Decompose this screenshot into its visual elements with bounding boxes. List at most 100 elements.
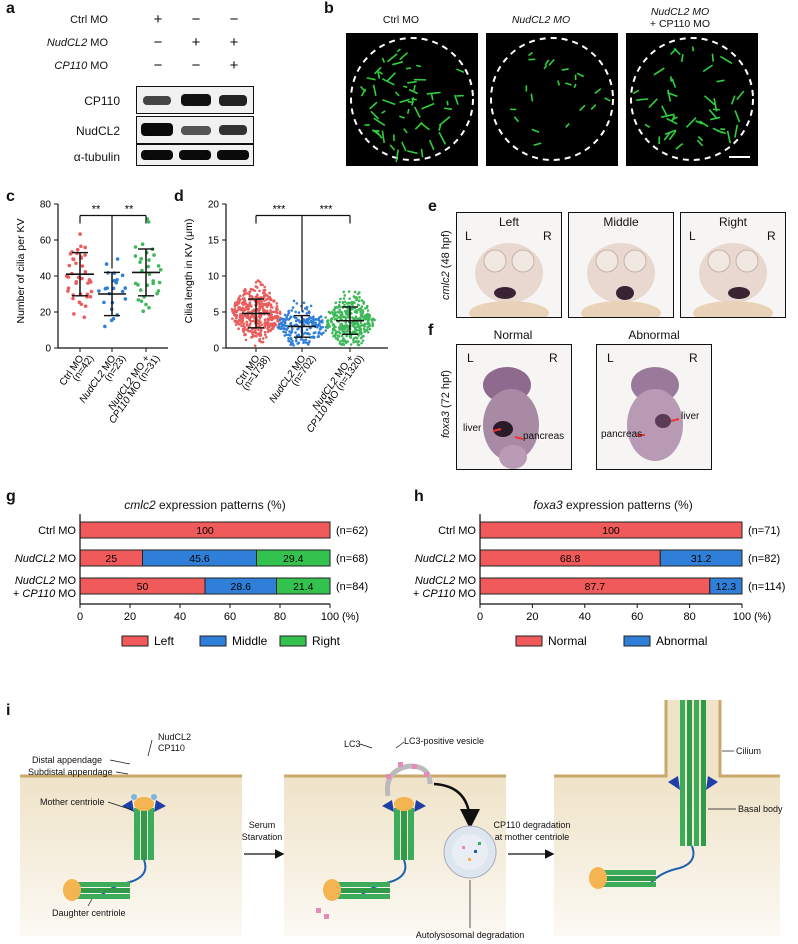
data-point — [242, 292, 246, 296]
data-point — [66, 289, 70, 293]
data-point — [352, 337, 356, 340]
bar-chart-h: Ctrl MO 100 (n=71) NudCL2 MO 68.8 31.2 (n=82) N… — [413, 514, 785, 648]
data-point — [363, 330, 366, 334]
cilium-signal — [381, 57, 386, 63]
data-point — [266, 309, 269, 313]
data-point — [244, 338, 248, 342]
data-point — [264, 335, 268, 339]
cilium-signal — [438, 116, 451, 127]
data-point — [269, 329, 272, 333]
data-point — [260, 296, 264, 299]
data-point — [358, 291, 361, 294]
data-point — [238, 315, 242, 319]
blot-cp110 — [136, 86, 254, 114]
data-point — [296, 318, 300, 322]
label-autolysosomal: Autolysosomal degradation — [416, 930, 525, 940]
data-point — [336, 338, 340, 342]
blot-tubulin — [136, 144, 254, 166]
liver-label: liver — [681, 411, 700, 422]
band — [181, 94, 211, 106]
category-label: + CP110 MO — [13, 588, 77, 600]
data-point — [321, 325, 325, 329]
cilium-signal — [374, 66, 382, 75]
data-point — [83, 245, 87, 250]
daughter-centriole-1 — [63, 879, 130, 901]
data-point — [238, 323, 241, 326]
data-point — [138, 288, 143, 292]
cilium-signal — [438, 131, 447, 145]
sig-label: ** — [125, 204, 134, 216]
bar-value-label: 45.6 — [189, 553, 210, 565]
cilium-signal — [561, 68, 569, 71]
data-point — [295, 337, 298, 341]
data-point — [265, 321, 268, 324]
cilium-signal — [381, 78, 395, 86]
data-point — [155, 291, 159, 296]
cilium-signal — [370, 110, 380, 120]
data-point — [257, 328, 260, 332]
data-point — [74, 261, 78, 266]
legend-label: Right — [312, 634, 341, 648]
data-point — [360, 299, 364, 302]
data-point — [366, 325, 370, 329]
embryo-left: Left L R — [456, 212, 562, 318]
data-point — [266, 330, 270, 334]
data-point — [252, 309, 256, 312]
cilium-signal — [703, 95, 716, 106]
mark: − — [153, 57, 163, 74]
data-point — [115, 257, 120, 261]
data-point — [253, 334, 257, 338]
data-point — [123, 286, 128, 290]
daughter-centriole-2 — [323, 879, 390, 901]
data-point — [104, 262, 109, 266]
data-point — [269, 322, 273, 326]
data-point — [302, 341, 305, 344]
cilium-signal — [416, 64, 422, 68]
cilium-signal — [413, 84, 416, 91]
data-point — [262, 310, 265, 313]
data-point — [317, 331, 321, 334]
x-tick-label: 0 — [477, 611, 483, 623]
data-point — [308, 310, 311, 314]
membrane — [554, 700, 780, 778]
panel-label-i: i — [6, 702, 11, 719]
cilium-signal — [543, 64, 548, 70]
n-label: (n=114) — [748, 581, 785, 593]
data-point — [371, 322, 374, 325]
cilium-signal — [407, 80, 417, 84]
data-point — [265, 305, 269, 309]
data-point — [83, 270, 88, 274]
cilium-signal — [381, 110, 386, 114]
data-point — [242, 289, 246, 293]
legend-label: Abnormal — [656, 634, 707, 648]
cilium-signal — [414, 121, 423, 130]
cilium-signal — [711, 53, 715, 62]
data-point — [306, 332, 310, 335]
cilium-signal — [369, 101, 378, 110]
bar-value-label: 100 — [602, 525, 620, 537]
data-point — [351, 303, 354, 307]
unit-label: (%) — [754, 611, 771, 623]
data-point — [285, 328, 289, 332]
data-point — [263, 291, 266, 294]
category-label: Ctrl MO — [438, 525, 476, 537]
label-cp110: CP110 — [158, 743, 185, 753]
panel-label-f: f — [428, 322, 434, 339]
category-label: NudCL2 MO — [15, 575, 77, 587]
data-point — [326, 321, 330, 325]
cilium-signal — [366, 77, 376, 81]
data-point — [337, 326, 341, 329]
data-point — [354, 309, 358, 313]
data-point — [263, 303, 266, 306]
cilium-signal — [680, 53, 684, 63]
data-point — [342, 326, 346, 330]
data-point — [248, 301, 252, 305]
panel-label-a: a — [6, 0, 15, 17]
category-label: + CP110 MO — [413, 588, 477, 600]
row-label-nudcl2: NudCL2 MO — [46, 37, 108, 49]
data-point — [270, 318, 273, 322]
data-point — [241, 302, 245, 306]
cilium-signal — [411, 98, 417, 101]
bar-value-label: 100 — [196, 525, 214, 537]
cilium-signal — [389, 144, 396, 151]
